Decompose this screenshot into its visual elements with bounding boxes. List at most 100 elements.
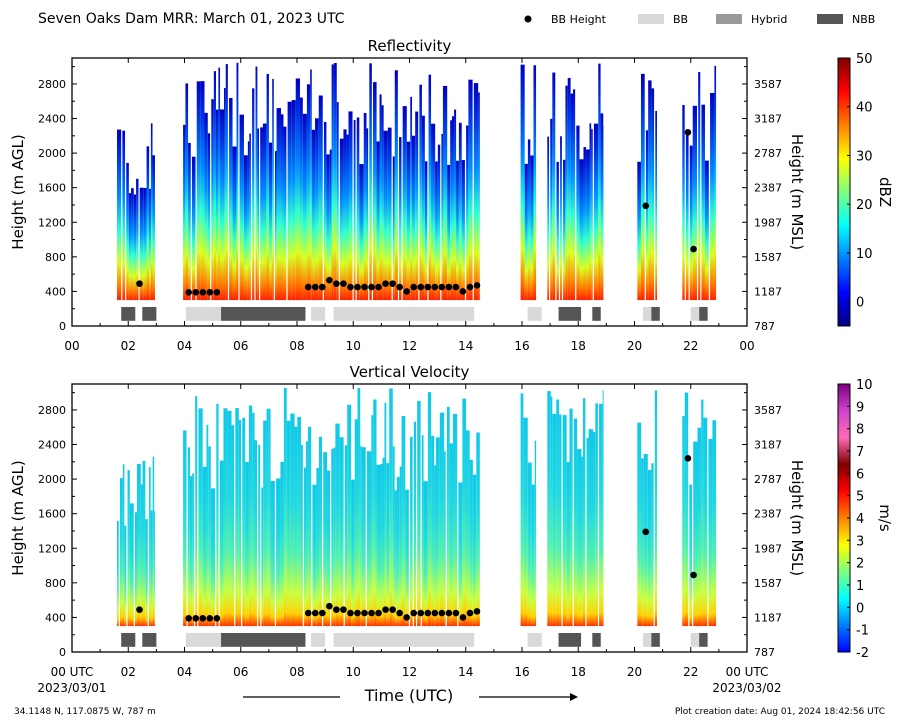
echo-column — [261, 487, 264, 627]
echo-column — [236, 62, 239, 301]
echo-column — [331, 64, 334, 301]
legend-swatch — [716, 14, 742, 24]
bb-height-point — [438, 283, 446, 291]
legend: BB Height BB Hybrid NBB — [524, 13, 875, 26]
x-tick-label: 16 — [514, 665, 529, 679]
location-footer: 34.1148 N, 117.0875 W, 787 m — [14, 707, 156, 717]
echo-column — [651, 88, 655, 301]
echo-column — [373, 82, 377, 301]
echo-column — [142, 460, 146, 627]
echo-column — [243, 155, 248, 301]
echo-column — [204, 112, 208, 301]
echo-column — [254, 440, 258, 627]
colorbar-tick-label: 5 — [856, 490, 864, 505]
start-date: 2023/03/01 — [37, 681, 106, 695]
echo-column — [714, 65, 717, 301]
bb-type-bb — [311, 632, 326, 647]
echo-column — [392, 156, 395, 301]
bb-type-nbb — [121, 306, 136, 321]
colorbar-tick-label: 1 — [856, 579, 864, 594]
bb-type-bar — [121, 632, 708, 647]
echo-column — [333, 63, 337, 301]
echo-column — [346, 134, 349, 301]
echo-column — [682, 104, 685, 301]
bb-height-point — [445, 283, 453, 291]
time-arrow-head-icon — [570, 693, 578, 701]
echo-column — [133, 194, 137, 301]
echo-column — [275, 151, 277, 301]
echo-column — [379, 94, 382, 301]
x-tick-label: 18 — [571, 339, 586, 353]
echo-column — [329, 149, 332, 301]
x-tick-label: 16 — [514, 339, 529, 353]
echo-column — [399, 137, 402, 301]
echo-column — [262, 123, 267, 301]
echo-column — [343, 129, 347, 301]
echo-column — [520, 393, 524, 627]
panel-title: Reflectivity — [368, 37, 452, 55]
echo-column — [117, 129, 122, 301]
bb-height-point — [368, 609, 375, 617]
y-tick-label-right: 3587 — [754, 404, 782, 417]
echo-column — [187, 447, 190, 627]
echo-column — [600, 113, 604, 301]
echo-column — [533, 65, 537, 301]
echo-column — [122, 464, 125, 627]
echo-column — [117, 520, 119, 627]
bb-height-point — [185, 614, 193, 622]
echo-column — [188, 142, 191, 301]
echo-column — [566, 462, 570, 627]
echo-column — [412, 135, 416, 301]
echo-column — [266, 408, 269, 627]
echo-column — [556, 399, 560, 627]
echo-column — [247, 141, 250, 301]
y-tick-label: 400 — [45, 611, 66, 624]
bb-height-point — [382, 606, 389, 613]
colorbar-tick-label: 0 — [856, 296, 864, 311]
bb-height-point — [417, 283, 425, 291]
echo-column — [258, 444, 261, 627]
y-tick-label: 2800 — [38, 78, 66, 91]
x-tick-label: 22 — [683, 339, 698, 353]
bb-height-point — [326, 602, 333, 610]
echo-column — [146, 146, 150, 301]
echo-column — [655, 110, 657, 301]
echo-column — [283, 126, 287, 301]
echo-column — [576, 125, 580, 301]
echo-column — [310, 69, 312, 301]
echo-column — [523, 417, 528, 627]
y-tick-label: 2400 — [38, 439, 66, 452]
echo-segment — [682, 65, 717, 301]
echo-column — [593, 431, 596, 627]
echo-column — [643, 454, 648, 627]
y-tick-label: 2400 — [38, 113, 66, 126]
echo-column — [327, 470, 331, 627]
echo-column — [478, 92, 480, 301]
echo-column — [198, 408, 203, 627]
echo-column — [547, 136, 550, 301]
echo-column — [389, 388, 393, 627]
y-tick-label: 0 — [59, 320, 66, 333]
echo-column — [245, 461, 249, 627]
x-tick-label: 20 — [627, 665, 642, 679]
echo-column — [127, 470, 130, 627]
echo-column — [527, 462, 532, 627]
echo-column — [402, 106, 407, 301]
echo-column — [252, 412, 255, 627]
echo-column — [231, 425, 235, 627]
echo-column — [689, 484, 692, 627]
x-tick-label: 04 — [177, 339, 192, 353]
echo-column — [586, 149, 590, 301]
echo-column — [437, 144, 441, 301]
echo-column — [270, 480, 275, 627]
echo-column — [238, 420, 242, 627]
echo-column — [439, 412, 445, 627]
echo-column — [297, 416, 301, 627]
echo-column — [466, 125, 469, 301]
echo-column — [444, 451, 446, 627]
echo-column — [287, 101, 292, 301]
echo-column — [307, 426, 312, 627]
bb-height-point — [389, 606, 396, 613]
echo-column — [406, 141, 411, 301]
bb-type-nbb — [221, 306, 306, 321]
